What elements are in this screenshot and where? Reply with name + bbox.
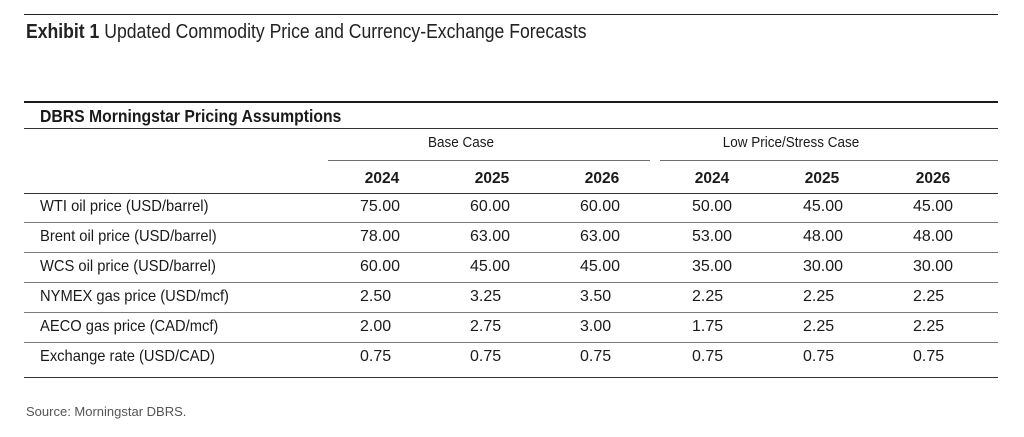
group-stress-case: Low Price/Stress Case [722, 135, 860, 151]
group-underline-base [328, 160, 650, 161]
exhibit-label: Exhibit 1 [26, 21, 100, 43]
table-cell: 0.75 [803, 348, 835, 365]
table-cell: 2.25 [803, 318, 835, 335]
row-label: Exchange rate (USD/CAD) [40, 348, 216, 365]
row-label: WTI oil price (USD/barrel) [40, 198, 209, 215]
table-cell: 2.25 [913, 318, 945, 335]
year-header: 2025 [804, 170, 840, 187]
table-cell: 2.75 [470, 318, 502, 335]
table-cell: 0.75 [913, 348, 945, 365]
row-divider [24, 222, 998, 223]
table-cell: 1.75 [692, 318, 724, 335]
row-label: Brent oil price (USD/barrel) [40, 228, 217, 245]
table-cell: 2.25 [692, 288, 724, 305]
table-cell: 45.00 [803, 198, 844, 215]
table-cell: 48.00 [803, 228, 844, 245]
exhibit-title-text: Updated Commodity Price and Currency-Exc… [104, 21, 587, 43]
row-divider [24, 252, 998, 253]
row-divider [24, 312, 998, 313]
table-cell: 30.00 [803, 258, 844, 275]
year-header: 2026 [584, 170, 620, 187]
table-row: NYMEX gas price (USD/mcf) 2.50 3.25 3.50 2.2… [0, 283, 1024, 313]
table-cell: 63.00 [580, 228, 621, 245]
table-row: WTI oil price (USD/barrel) 75.00 60.00 60.0… [0, 193, 1024, 223]
year-header: 2025 [474, 170, 510, 187]
table-row: Exchange rate (USD/CAD) 0.75 0.75 0.75 0.75 0… [0, 343, 1024, 373]
table-top-rule [24, 101, 998, 103]
year-header: 2024 [694, 170, 730, 187]
year-header: 2026 [915, 170, 951, 187]
top-rule [24, 14, 998, 15]
table-bottom-rule [24, 377, 998, 378]
exhibit-title: Exhibit 1 Updated Commodity Price and Cu… [26, 21, 587, 44]
table-cell: 48.00 [913, 228, 954, 245]
row-label: WCS oil price (USD/barrel) [40, 258, 216, 275]
table-cell: 45.00 [470, 258, 511, 275]
table-cell: 53.00 [692, 228, 733, 245]
table-cell: 3.50 [580, 288, 612, 305]
table-cell: 0.75 [360, 348, 392, 365]
row-label: NYMEX gas price (USD/mcf) [40, 288, 229, 305]
row-label: AECO gas price (CAD/mcf) [40, 318, 219, 335]
years-divider [24, 193, 998, 194]
table-cell: 2.25 [913, 288, 945, 305]
group-underline-stress [660, 160, 998, 161]
table-cell: 45.00 [580, 258, 621, 275]
table-cell: 75.00 [360, 198, 401, 215]
table-cell: 3.00 [580, 318, 612, 335]
table-cell: 35.00 [692, 258, 733, 275]
table-cell: 60.00 [360, 258, 401, 275]
table-cell: 45.00 [913, 198, 954, 215]
table-row: WCS oil price (USD/barrel) 60.00 45.00 45.0… [0, 253, 1024, 283]
table-cell: 78.00 [360, 228, 401, 245]
table-cell: 3.25 [470, 288, 502, 305]
row-divider [24, 282, 998, 283]
table-heading: DBRS Morningstar Pricing Assumptions [40, 106, 342, 126]
row-divider [24, 342, 998, 343]
heading-divider [24, 128, 998, 129]
table-row: Brent oil price (USD/barrel) 78.00 63.00 63… [0, 223, 1024, 253]
table-cell: 50.00 [692, 198, 733, 215]
year-header: 2024 [364, 170, 400, 187]
table-cell: 0.75 [692, 348, 724, 365]
table-cell: 2.25 [803, 288, 835, 305]
table-cell: 63.00 [470, 228, 511, 245]
table-row: AECO gas price (CAD/mcf) 2.00 2.75 3.00 1.75… [0, 313, 1024, 343]
source-note: Source: Morningstar DBRS. [26, 404, 187, 419]
table-cell: 2.50 [360, 288, 392, 305]
table-cell: 30.00 [913, 258, 954, 275]
group-base-case: Base Case [428, 135, 494, 151]
table-cell: 2.00 [360, 318, 392, 335]
table-cell: 0.75 [470, 348, 502, 365]
table-cell: 0.75 [580, 348, 612, 365]
table-cell: 60.00 [580, 198, 621, 215]
table-cell: 60.00 [470, 198, 511, 215]
